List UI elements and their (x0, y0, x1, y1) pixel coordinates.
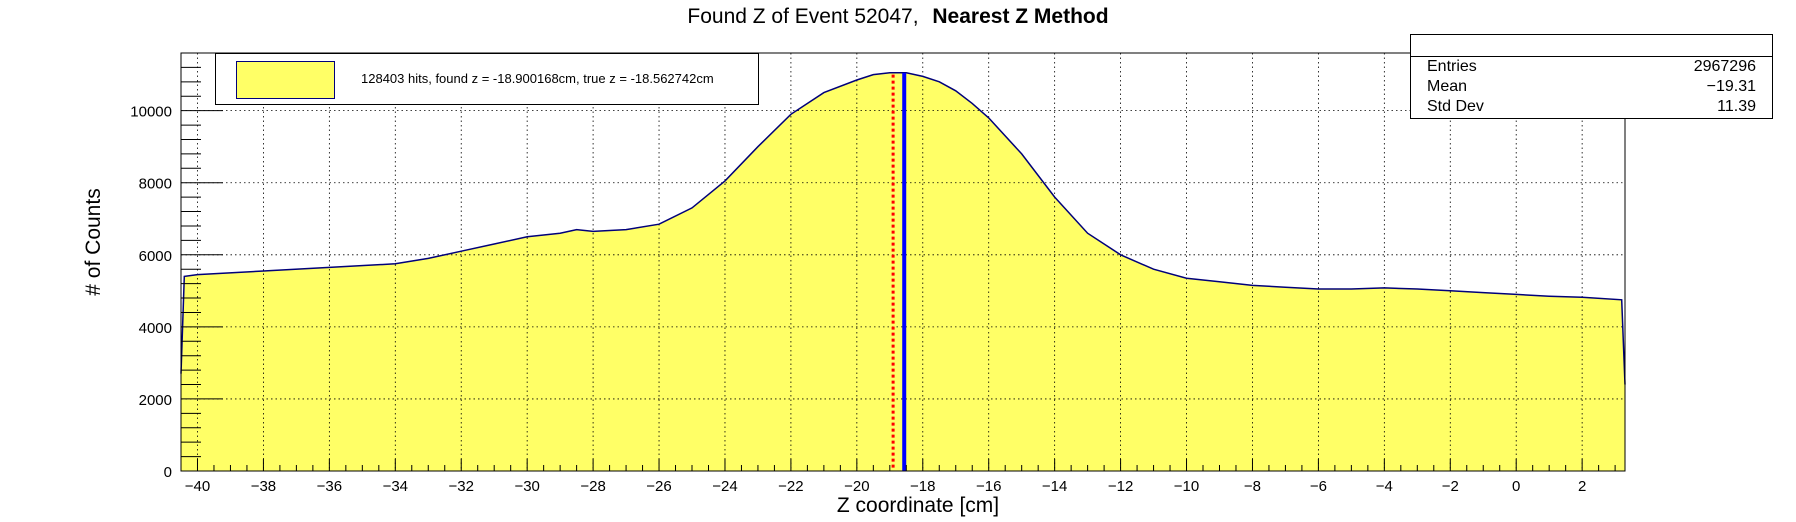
title-main: Found Z of Event 52047, (687, 5, 919, 28)
x-axis-label: Z coordinate [cm] (837, 494, 999, 517)
x-tick-label: −38 (251, 478, 276, 495)
x-tick-label: −30 (514, 478, 539, 495)
x-tick-label: −10 (1174, 478, 1199, 495)
x-tick-label: −40 (185, 478, 210, 495)
x-tick-label: −24 (712, 478, 737, 495)
legend: 128403 hits, found z = -18.900168cm, tru… (215, 53, 759, 105)
x-tick-label: −12 (1108, 478, 1133, 495)
stats-key: Entries (1427, 58, 1477, 75)
y-tick-label: 8000 (139, 176, 172, 193)
plot-frame (180, 52, 1626, 472)
chart-title: Found Z of Event 52047, Nearest Z Method (0, 5, 1796, 29)
x-tick-label: −2 (1442, 478, 1459, 495)
y-tick-label: 2000 (139, 392, 172, 409)
y-tick-label: 10000 (130, 104, 172, 121)
x-tick-label: −22 (778, 478, 803, 495)
y-tick-label: 0 (164, 464, 172, 481)
stats-key: Std Dev (1427, 98, 1484, 115)
stats-value: 2967296 (1693, 58, 1756, 75)
x-tick-label: −8 (1244, 478, 1261, 495)
x-tick-label: −20 (844, 478, 869, 495)
legend-label: 128403 hits, found z = -18.900168cm, tru… (361, 71, 714, 86)
y-tick-label: 4000 (139, 320, 172, 337)
x-tick-label: −34 (383, 478, 408, 495)
stats-row-stddev: Std Dev 11.39 (1411, 97, 1772, 117)
stats-key: Mean (1427, 78, 1468, 95)
x-tick-label: −4 (1376, 478, 1393, 495)
x-tick-label: −28 (580, 478, 605, 495)
x-tick-label: −16 (976, 478, 1001, 495)
histogram-outline (180, 72, 1626, 385)
stats-row-mean: Mean −19.31 (1411, 77, 1772, 97)
x-tick-label: 0 (1512, 478, 1520, 495)
x-tick-label: −32 (449, 478, 474, 495)
stats-header (1411, 35, 1772, 57)
x-tick-label: −18 (910, 478, 935, 495)
x-tick-label: −14 (1042, 478, 1067, 495)
x-tick-label: −36 (317, 478, 342, 495)
stats-row-entries: Entries 2967296 (1411, 57, 1772, 77)
x-tick-label: −26 (646, 478, 671, 495)
y-axis-label: # of Counts (82, 188, 105, 295)
y-tick-label: 6000 (139, 248, 172, 265)
legend-swatch (236, 61, 335, 99)
stats-value: 11.39 (1717, 98, 1756, 115)
x-tick-label: 2 (1578, 478, 1586, 495)
x-tick-label: −6 (1310, 478, 1327, 495)
stats-box: Entries 2967296 Mean −19.31 Std Dev 11.3… (1410, 34, 1773, 119)
title-method: Nearest Z Method (932, 5, 1109, 28)
stats-value: −19.31 (1706, 78, 1756, 95)
